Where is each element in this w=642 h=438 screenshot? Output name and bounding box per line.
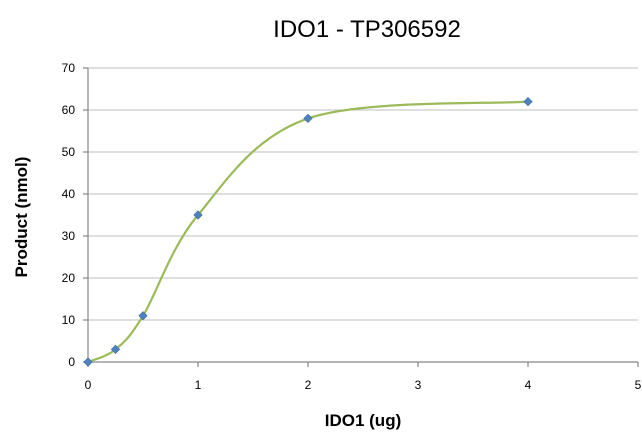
series bbox=[83, 96, 533, 367]
data-point-marker bbox=[523, 96, 533, 107]
data-point-marker bbox=[193, 210, 203, 220]
gridlines bbox=[88, 67, 638, 321]
y-tick-label: 50 bbox=[62, 145, 76, 159]
y-tick-label: 0 bbox=[68, 355, 75, 369]
data-point-marker bbox=[138, 311, 148, 321]
x-tick-label: 0 bbox=[85, 378, 92, 392]
x-tick-label: 1 bbox=[195, 378, 202, 392]
x-tick-label: 5 bbox=[635, 378, 642, 392]
x-tick-label: 2 bbox=[305, 378, 312, 392]
y-tick-label: 10 bbox=[62, 313, 76, 327]
x-tick-label: 4 bbox=[525, 378, 532, 392]
data-point-marker bbox=[303, 113, 313, 124]
y-tick-label: 20 bbox=[62, 271, 76, 285]
data-point-marker bbox=[83, 357, 93, 367]
x-axis-label: IDO1 (ug) bbox=[325, 411, 402, 430]
y-tick-label: 40 bbox=[62, 187, 76, 201]
series-line bbox=[87, 100, 529, 364]
y-tick-label: 30 bbox=[62, 229, 76, 243]
x-tick-label: 3 bbox=[415, 378, 422, 392]
y-axis-label: Product (nmol) bbox=[12, 157, 31, 278]
axes bbox=[87, 68, 638, 363]
y-tick-label: 60 bbox=[62, 103, 76, 117]
y-tick-label: 70 bbox=[62, 61, 76, 75]
data-point-marker bbox=[110, 344, 121, 355]
tick-labels: 0 10 20 30 40 50 60 70 0 1 2 3 4 5 bbox=[62, 61, 642, 392]
chart-title: IDO1 - TP306592 bbox=[273, 16, 461, 43]
